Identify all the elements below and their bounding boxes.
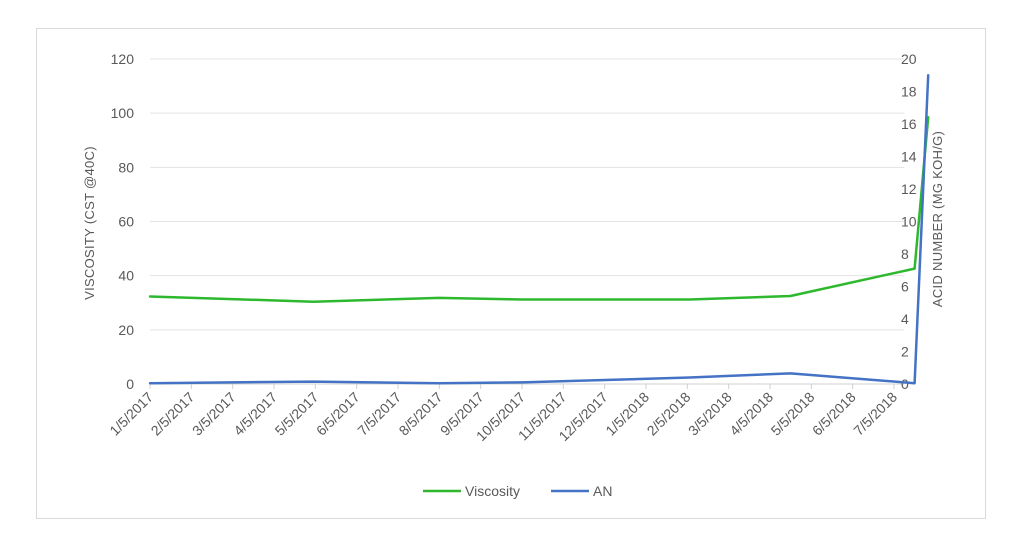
legend-an-label: AN xyxy=(593,483,612,499)
x-tick-label: 2/5/2018 xyxy=(644,389,694,439)
right-tick-label: 16 xyxy=(901,116,917,132)
right-axis-ticks: 0 2 4 6 8 10 12 14 16 18 20 xyxy=(901,51,917,392)
left-tick-label: 80 xyxy=(118,159,134,175)
right-tick-label: 18 xyxy=(901,84,917,100)
left-axis-ticks: 0 20 40 60 80 100 120 xyxy=(111,51,135,392)
right-tick-label: 8 xyxy=(901,246,909,262)
chart-frame: 0 20 40 60 80 100 120 0 2 4 6 8 10 12 14 16 18 20 1/5/20… xyxy=(36,28,986,519)
x-tick-label: 2/5/2017 xyxy=(148,389,198,439)
left-axis-title: VISCOSITY (CST @40C) xyxy=(82,146,97,300)
x-axis-ticks: 1/5/20172/5/20173/5/20174/5/20175/5/2017… xyxy=(106,384,900,444)
right-axis-title: ACID NUMBER (MG KOH/G) xyxy=(930,131,945,307)
x-tick-label: 6/5/2017 xyxy=(313,389,363,439)
right-tick-label: 20 xyxy=(901,51,917,67)
series-line-an xyxy=(148,74,930,385)
right-tick-label: 6 xyxy=(901,279,909,295)
left-tick-label: 40 xyxy=(118,268,134,284)
x-tick-label: 7/5/2018 xyxy=(850,389,900,439)
x-tick-label: 3/5/2018 xyxy=(685,389,735,439)
x-tick-label: 1/5/2018 xyxy=(602,389,652,439)
left-tick-label: 60 xyxy=(118,214,134,230)
x-tick-label: 4/5/2018 xyxy=(726,389,776,439)
series-line-viscosity xyxy=(148,115,930,303)
x-tick-label: 6/5/2018 xyxy=(809,389,859,439)
right-tick-label: 10 xyxy=(901,214,917,230)
left-tick-label: 100 xyxy=(111,105,135,121)
x-tick-label: 4/5/2017 xyxy=(230,389,280,439)
right-tick-label: 2 xyxy=(901,344,909,360)
left-tick-label: 120 xyxy=(111,51,135,67)
x-tick-label: 8/5/2017 xyxy=(396,389,446,439)
x-tick-label: 7/5/2017 xyxy=(354,389,404,439)
x-tick-label: 1/5/2017 xyxy=(106,389,156,439)
x-tick-label: 5/5/2018 xyxy=(768,389,818,439)
right-tick-label: 0 xyxy=(901,376,909,392)
gridlines xyxy=(150,58,905,385)
x-tick-label: 5/5/2017 xyxy=(272,389,322,439)
right-tick-label: 14 xyxy=(901,149,917,165)
x-tick-label: 3/5/2017 xyxy=(189,389,239,439)
left-tick-label: 0 xyxy=(126,376,134,392)
line-chart: 0 20 40 60 80 100 120 0 2 4 6 8 10 12 14 16 18 20 1/5/20… xyxy=(82,51,945,499)
legend-viscosity-label: Viscosity xyxy=(465,483,520,499)
right-tick-label: 4 xyxy=(901,311,909,327)
series-lines xyxy=(148,74,930,385)
legend: Viscosity AN xyxy=(423,483,612,499)
right-tick-label: 12 xyxy=(901,181,917,197)
left-tick-label: 20 xyxy=(118,322,134,338)
